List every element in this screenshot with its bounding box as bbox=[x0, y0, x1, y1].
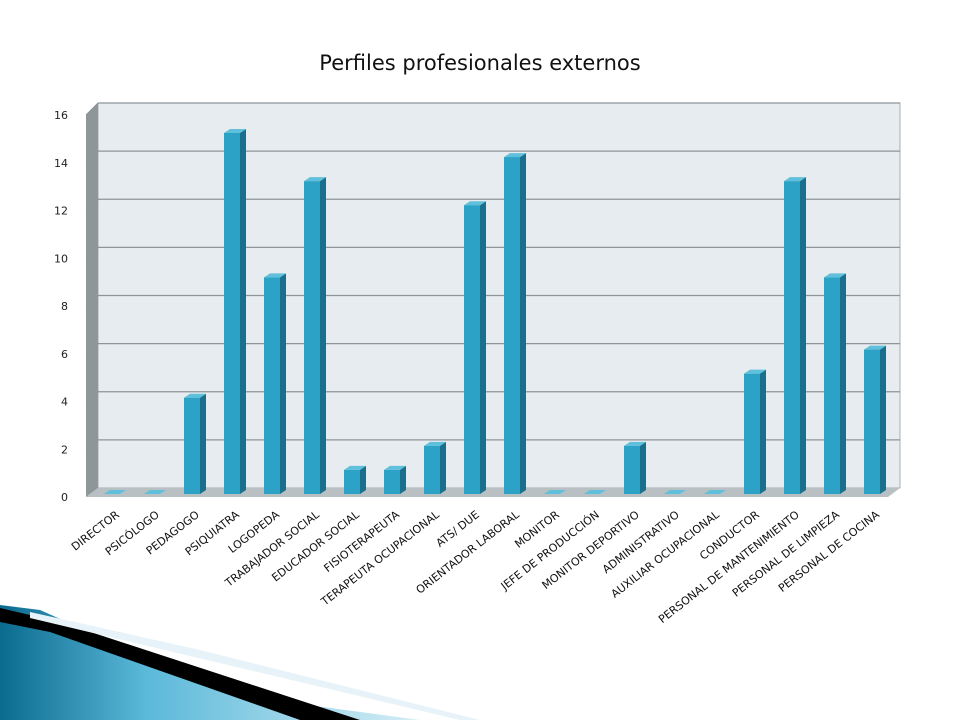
bar bbox=[464, 201, 486, 494]
bar bbox=[664, 490, 686, 494]
bar-top bbox=[104, 490, 126, 494]
bar-side bbox=[400, 465, 406, 494]
bar-top bbox=[544, 490, 566, 494]
gridline-side bbox=[85, 439, 99, 450]
bar-side bbox=[280, 273, 286, 494]
x-tick-label: PERSONAL DE MANTENIMIENTO bbox=[656, 508, 802, 626]
bar-top bbox=[504, 153, 526, 158]
y-tick-label: 6 bbox=[61, 348, 68, 361]
x-axis-labels: DIRECTORPSICÓLOGOPEDAGOGOPSIQUIATRALOGOP… bbox=[69, 508, 882, 626]
bar-top bbox=[584, 490, 606, 494]
bar bbox=[184, 393, 206, 494]
bar bbox=[584, 490, 606, 494]
bar-front bbox=[384, 469, 400, 494]
bar-front bbox=[504, 157, 520, 495]
gridline-side bbox=[85, 247, 99, 259]
bar-top bbox=[624, 441, 646, 446]
bar-side bbox=[360, 465, 366, 494]
bar-top bbox=[184, 393, 206, 398]
bar-top bbox=[384, 465, 406, 470]
y-tick-label: 16 bbox=[54, 109, 68, 122]
bars bbox=[104, 129, 886, 495]
bar bbox=[784, 177, 806, 494]
gridline-side bbox=[85, 198, 99, 211]
bar bbox=[104, 490, 126, 494]
bar-front bbox=[424, 445, 440, 494]
gridline-side bbox=[85, 391, 99, 402]
bar bbox=[424, 441, 446, 494]
bar-top bbox=[224, 129, 246, 133]
bar-top bbox=[344, 465, 366, 470]
gridline-side bbox=[85, 343, 99, 355]
bar-side bbox=[240, 129, 246, 494]
bar bbox=[864, 345, 886, 494]
bar-side bbox=[800, 177, 806, 494]
bar-side bbox=[320, 177, 326, 494]
bar bbox=[624, 441, 646, 494]
bar bbox=[744, 369, 766, 494]
gridline-side bbox=[85, 295, 99, 307]
bar-front bbox=[304, 181, 320, 494]
bar-side bbox=[640, 441, 646, 494]
bar-front bbox=[744, 373, 760, 494]
corner-decoration bbox=[0, 605, 480, 720]
y-tick-label: 8 bbox=[61, 300, 68, 313]
bar bbox=[144, 490, 166, 494]
bar-side bbox=[840, 273, 846, 494]
bar-side bbox=[480, 201, 486, 494]
bar-front bbox=[264, 277, 280, 494]
bar bbox=[344, 465, 366, 494]
bar-top bbox=[784, 177, 806, 182]
y-tick-label: 2 bbox=[61, 443, 68, 456]
bar bbox=[504, 153, 526, 495]
bar-side bbox=[520, 153, 526, 495]
y-tick-label: 4 bbox=[61, 396, 68, 409]
bar-top bbox=[144, 490, 166, 494]
bar-front bbox=[224, 133, 240, 494]
chart-title: Perfiles profesionales externos bbox=[319, 51, 640, 75]
bar bbox=[264, 273, 286, 494]
bar-side bbox=[200, 393, 206, 494]
bar-top bbox=[744, 369, 766, 374]
bar bbox=[384, 465, 406, 494]
y-axis-ticks: 0 2 4 6 8 10 12 14 16 bbox=[54, 109, 68, 504]
y-tick-label: 0 bbox=[61, 491, 68, 504]
bar-top bbox=[424, 441, 446, 446]
bar-front bbox=[184, 397, 200, 494]
bar-front bbox=[344, 469, 360, 494]
bar-front bbox=[624, 445, 640, 494]
plot-floor bbox=[86, 488, 900, 497]
y-tick-label: 12 bbox=[54, 205, 68, 218]
bar-top bbox=[264, 273, 286, 278]
bar-top bbox=[864, 345, 886, 350]
gridline-side bbox=[85, 102, 99, 116]
bar-front bbox=[784, 181, 800, 494]
bar-top bbox=[304, 177, 326, 182]
bar-side bbox=[760, 369, 766, 494]
bar bbox=[304, 177, 326, 494]
bar-front bbox=[864, 349, 880, 494]
bar-top bbox=[824, 273, 846, 278]
y-tick-label: 10 bbox=[54, 252, 68, 265]
bar-top bbox=[704, 490, 726, 494]
bar-front bbox=[464, 205, 480, 494]
gridline-side bbox=[85, 150, 99, 164]
bar-side bbox=[880, 345, 886, 494]
bar-side bbox=[440, 441, 446, 494]
bar-front bbox=[824, 277, 840, 494]
bar bbox=[224, 129, 246, 494]
plot-side-wall bbox=[86, 103, 98, 497]
bar-top bbox=[664, 490, 686, 494]
y-tick-label: 14 bbox=[54, 157, 68, 170]
bar bbox=[544, 490, 566, 494]
bar bbox=[824, 273, 846, 494]
bar-top bbox=[464, 201, 486, 206]
bar bbox=[704, 490, 726, 494]
